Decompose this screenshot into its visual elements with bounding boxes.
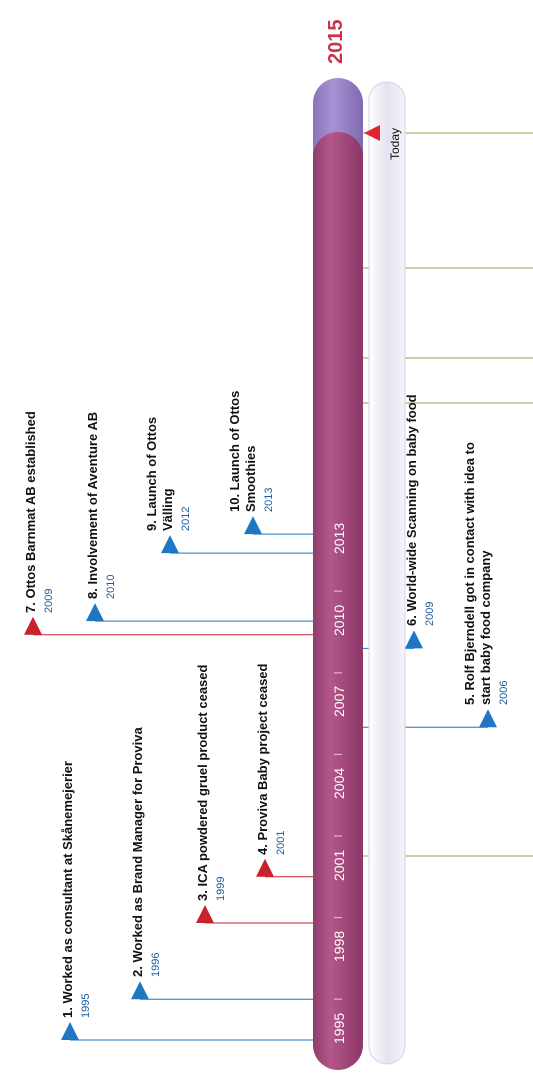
- event-label: Smoothies: [243, 445, 258, 513]
- year-tick-label: 2004: [331, 767, 347, 799]
- year-tick-label: 2010: [331, 604, 347, 636]
- event-year: 2009: [424, 601, 436, 627]
- event-marker: [61, 1022, 79, 1040]
- event-marker: [86, 603, 104, 622]
- event-marker: [196, 905, 214, 924]
- end-year-label: 2015: [325, 19, 347, 65]
- event-year: 1999: [215, 876, 227, 902]
- year-tick-label: 2001: [331, 849, 347, 881]
- today-label: Today: [388, 127, 402, 160]
- track-bar: [368, 81, 406, 1065]
- year-tick-label: 2007: [331, 686, 347, 718]
- event-label: 1. Worked as consultant at Skånemejerier: [60, 761, 75, 1018]
- event-label: 5. Rolf Bjerndell got in contact with id…: [462, 442, 477, 706]
- event-label: 7. Ottos Barnmat AB established: [23, 410, 38, 613]
- event-label: 3. ICA powdered gruel product ceased: [195, 664, 210, 902]
- event-marker: [256, 858, 274, 877]
- event-year: 2013: [263, 487, 275, 513]
- timeline-bar: [313, 132, 363, 1070]
- event-year: 2012: [180, 506, 192, 532]
- event-year: 2010: [105, 574, 117, 600]
- event-marker: [405, 630, 423, 649]
- event-label: 6. World-wide Scanning on baby food: [404, 394, 419, 627]
- event-year: 1996: [150, 952, 162, 978]
- year-tick-label: 1998: [331, 931, 347, 963]
- year-tick-label: 1995: [331, 1012, 347, 1044]
- event-year: 2009: [43, 588, 55, 613]
- event-label: 8. Involvement of Aventure AB: [85, 412, 100, 600]
- event-markers: [24, 125, 497, 1040]
- today-marker: [364, 125, 380, 141]
- event-marker: [24, 616, 42, 635]
- event-marker: [479, 709, 497, 728]
- event-label: 4. Proviva Baby project ceased: [255, 663, 270, 855]
- event-label: 10. Launch of Ottos: [227, 390, 242, 513]
- year-ticks: [334, 590, 342, 1000]
- event-year: 2001: [275, 830, 287, 855]
- year-tick-label: 2013: [331, 523, 347, 555]
- event-label: Välling: [160, 488, 175, 532]
- event-label: 2. Worked as Brand Manager for Proviva: [130, 727, 145, 978]
- event-marker: [161, 535, 179, 554]
- event-label: 9. Launch of Ottos: [144, 416, 159, 532]
- event-marker: [131, 981, 149, 1000]
- event-marker: [244, 516, 262, 535]
- event-label: start baby food company: [478, 550, 493, 706]
- event-year: 2006: [498, 680, 510, 706]
- event-year: 1995: [80, 993, 92, 1018]
